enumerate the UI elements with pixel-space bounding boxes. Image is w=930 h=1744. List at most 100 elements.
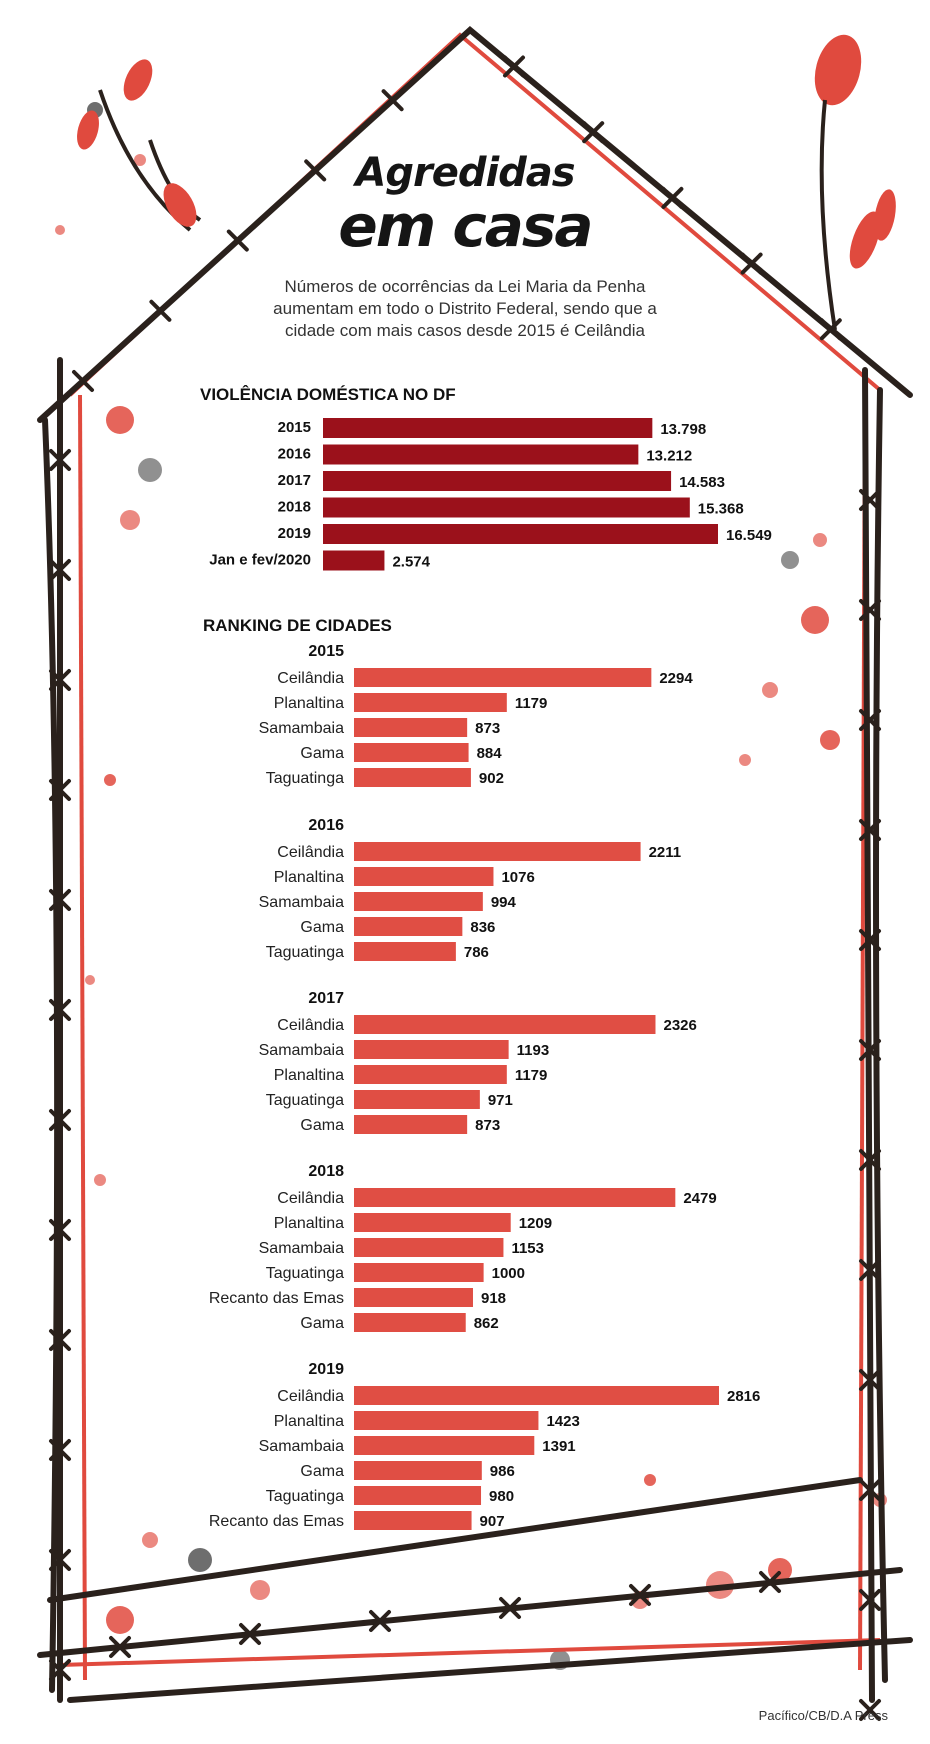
barb — [381, 89, 404, 112]
chart2-category-label: Planaltina — [274, 869, 344, 886]
chart2-value-label: 1153 — [511, 1240, 544, 1257]
chart1-bar — [323, 497, 690, 518]
chart2-category-label: Taguatinga — [266, 770, 344, 787]
chart2-value-label: 980 — [489, 1488, 514, 1505]
chart2-bar — [354, 1065, 507, 1084]
chart2-bar — [354, 1015, 656, 1034]
chart1-category-label: 2017 — [278, 472, 311, 489]
chart2-value-label: 902 — [479, 770, 504, 787]
barbs — [49, 55, 881, 1721]
chart2-bar — [354, 867, 494, 886]
chart2-bar — [354, 1213, 511, 1232]
chart2-category-label: Ceilândia — [277, 844, 344, 861]
chart2-bar — [354, 718, 468, 737]
chart2-bar — [354, 1238, 504, 1257]
barb — [859, 1259, 881, 1281]
chart2-value-label: 1179 — [515, 695, 548, 712]
chart2-category-label: Recanto das Emas — [209, 1290, 344, 1307]
chart2-category-label: Recanto das Emas — [209, 1513, 344, 1530]
chart2-bar — [354, 668, 652, 687]
chart2-value-label: 786 — [464, 944, 489, 961]
chart2-value-label: 986 — [490, 1463, 515, 1480]
splatter-dot — [106, 406, 134, 434]
chart2-value-label: 918 — [481, 1290, 506, 1307]
chart2-year-label: 2019 — [308, 1361, 344, 1378]
chart2-category-label: Planaltina — [274, 1215, 344, 1232]
splatter-dot — [250, 1580, 270, 1600]
subtitle: Números de ocorrências da Lei Maria da P… — [273, 277, 657, 340]
barb — [819, 318, 842, 341]
chart1-value-label: 15.368 — [698, 501, 744, 518]
chart2-bar — [354, 892, 483, 911]
splatter-dot — [138, 458, 162, 482]
chart2-category-label: Ceilândia — [277, 1190, 344, 1207]
chart2-category-label: Taguatinga — [266, 1092, 344, 1109]
chart1-category-label: 2018 — [278, 499, 311, 516]
splatter-dot — [104, 774, 116, 786]
barb — [499, 1597, 521, 1619]
barb — [109, 1636, 131, 1658]
barb — [582, 121, 605, 144]
splatter-dot — [142, 1532, 158, 1548]
chart2-category-label: Ceilândia — [277, 1017, 344, 1034]
chart2-category-label: Gama — [300, 919, 344, 936]
barb — [49, 449, 71, 471]
chart2-category-label: Taguatinga — [266, 944, 344, 961]
chart2-category-label: Samambaia — [259, 1438, 344, 1455]
plant-decoration-right — [819, 99, 837, 331]
splatter-dot — [762, 682, 778, 698]
chart2-value-label: 862 — [474, 1315, 499, 1332]
barb — [49, 889, 71, 911]
chart2-value-label: 1076 — [501, 869, 534, 886]
chart2-year-label: 2016 — [308, 817, 344, 834]
chart2-category-label: Samambaia — [259, 1042, 344, 1059]
chart2-year-label: 2015 — [308, 643, 344, 660]
barb — [859, 709, 881, 731]
chart1-bar — [323, 444, 639, 465]
chart2-bar — [354, 743, 469, 762]
chart2-bar — [354, 1486, 482, 1505]
splatter-dot — [188, 1548, 212, 1572]
chart1-bar — [323, 471, 672, 491]
chart2-bar — [354, 1263, 484, 1282]
chart2-bar — [354, 1040, 509, 1059]
barb — [859, 1699, 881, 1721]
chart2-year-label: 2017 — [308, 990, 344, 1007]
barb — [859, 1149, 881, 1171]
chart2-value-label: 2479 — [683, 1190, 716, 1207]
chart2-bar — [354, 842, 641, 861]
chart1-bar — [323, 550, 385, 571]
chart2-bar — [354, 1313, 466, 1332]
chart2-bar — [354, 1461, 482, 1480]
chart2-value-label: 994 — [491, 894, 517, 911]
chart2-title: RANKING DE CIDADES — [203, 616, 392, 635]
chart2-value-label: 884 — [477, 745, 503, 762]
barb — [49, 1549, 71, 1571]
chart2-bar — [354, 917, 463, 936]
barb — [369, 1610, 391, 1632]
chart2-year-label: 2018 — [308, 1163, 344, 1180]
barb — [759, 1571, 781, 1593]
splatter-dot — [134, 154, 146, 166]
barb — [740, 252, 763, 275]
chart2-category-label: Taguatinga — [266, 1488, 344, 1505]
splatter-dot — [644, 1474, 656, 1486]
chart2-category-label: Planaltina — [274, 1413, 344, 1430]
chart1-bar — [323, 418, 653, 438]
chart1-value-label: 16.549 — [726, 527, 772, 544]
barb — [661, 186, 684, 209]
chart1-category-label: Jan e fev/2020 — [209, 552, 311, 569]
splatter-dot — [120, 510, 140, 530]
barbed-wire-lines — [37, 26, 913, 1703]
chart2-value-label: 1179 — [515, 1067, 548, 1084]
chart2-category-label: Planaltina — [274, 695, 344, 712]
splatter-dot — [739, 754, 751, 766]
title-line-2: em casa — [338, 192, 593, 260]
chart2-value-label: 1209 — [519, 1215, 552, 1232]
chart2-category-label: Samambaia — [259, 894, 344, 911]
chart2-bar — [354, 693, 507, 712]
chart2-value-label: 1423 — [546, 1413, 579, 1430]
chart2-value-label: 1193 — [517, 1042, 550, 1059]
chart1-category-label: 2019 — [278, 525, 311, 542]
chart2-value-label: 971 — [488, 1092, 513, 1109]
